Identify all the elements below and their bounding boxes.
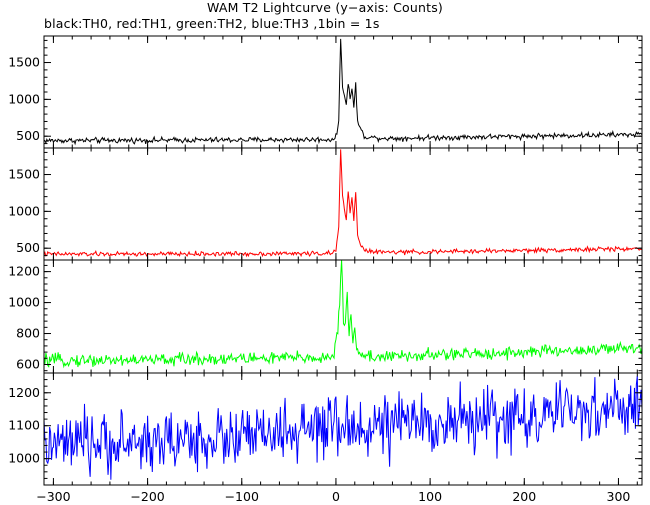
x-tick-label: −300: [36, 489, 70, 504]
series-line-th1: [44, 149, 642, 258]
panel-frame-4: [43, 372, 643, 486]
x-tick-label: −100: [225, 489, 259, 504]
x-tick-label: 0: [332, 489, 340, 504]
y-tick-label: 1100: [8, 418, 40, 433]
x-tick-label: 300: [607, 489, 631, 504]
y-tick-label: 1000: [8, 295, 40, 310]
y-tick-label: 1000: [8, 91, 40, 106]
y-tick-label: 1200: [8, 385, 40, 400]
y-tick-label: 600: [16, 356, 40, 371]
y-tick-label: 800: [16, 326, 40, 341]
series-line-th0: [44, 38, 642, 146]
y-tick-label: 1500: [8, 55, 40, 70]
x-tick-label: 200: [512, 489, 536, 504]
panel-frame-1: [43, 35, 643, 149]
panel-frame-2: [43, 147, 643, 261]
x-tick-label: −200: [130, 489, 164, 504]
series-line-th3: [44, 376, 642, 480]
y-tick-label: 1200: [8, 264, 40, 279]
y-tick-label: 500: [16, 240, 40, 255]
y-tick-label: 500: [16, 128, 40, 143]
y-tick-label: 1000: [8, 451, 40, 466]
x-tick-label: 100: [418, 489, 442, 504]
y-tick-label: 1500: [8, 167, 40, 182]
y-tick-label: 1000: [8, 203, 40, 218]
chart-title: WAM T2 Lightcurve (y−axis: Counts): [206, 0, 444, 15]
chart-subtitle: black:TH0, red:TH1, green:TH2, blue:TH3 …: [44, 16, 380, 31]
series-line-th2: [44, 260, 642, 369]
